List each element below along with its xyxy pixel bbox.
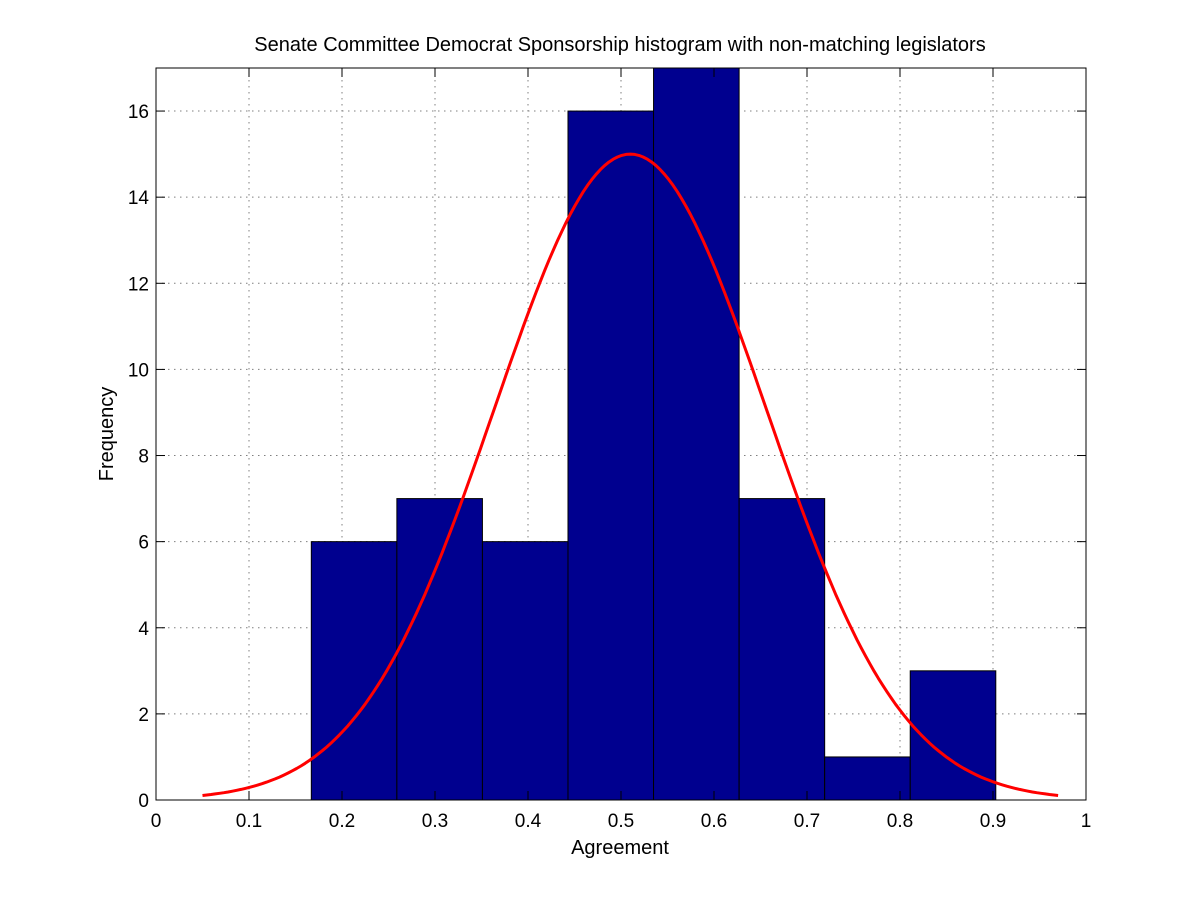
- x-tick-label: 0.2: [329, 811, 355, 832]
- y-tick-label: 8: [138, 447, 149, 468]
- y-tick-label: 16: [128, 102, 149, 123]
- x-tick-label: 0.3: [422, 811, 448, 832]
- x-tick-label: 1: [1081, 811, 1092, 832]
- y-tick-label: 2: [138, 705, 149, 726]
- histogram-bars: [310, 67, 997, 801]
- y-tick-label: 0: [138, 791, 149, 812]
- normal-fit-curve: [202, 152, 1059, 797]
- y-tick-labels: 0 2 4 6 8 10 12 14 16: [128, 102, 150, 812]
- chart-title: Senate Committee Democrat Sponsorship hi…: [254, 34, 985, 56]
- x-tick-label: 0.6: [701, 811, 727, 832]
- histogram-bar: [567, 110, 655, 801]
- x-tick-label: 0.9: [980, 811, 1006, 832]
- y-tick-label: 12: [128, 274, 149, 295]
- axes: [155, 67, 1087, 801]
- y-tick-label: 4: [138, 619, 149, 640]
- y-tick-label: 14: [128, 188, 150, 209]
- histogram-bar: [396, 498, 483, 801]
- x-tick-labels: 0 0.1 0.2 0.3 0.4 0.5 0.6 0.7 0.8 0.9 1: [151, 811, 1092, 832]
- x-tick-label: 0.4: [515, 811, 542, 832]
- fit-curve-layer: [202, 152, 1059, 797]
- histogram-bar: [481, 541, 569, 801]
- y-tick-label: 10: [128, 360, 149, 381]
- x-tick-label: 0.7: [794, 811, 820, 832]
- x-tick-label: 0.8: [887, 811, 913, 832]
- x-axis-label: Agreement: [571, 837, 669, 859]
- x-tick-label: 0.1: [236, 811, 262, 832]
- y-axis-label: Frequency: [96, 387, 118, 482]
- histogram-bar: [310, 541, 398, 801]
- x-tick-label: 0.5: [608, 811, 634, 832]
- histogram-bar: [738, 498, 826, 801]
- histogram-bar: [824, 756, 911, 801]
- histogram-bar: [653, 67, 740, 801]
- y-tick-label: 6: [138, 533, 149, 554]
- x-tick-label: 0: [151, 811, 162, 832]
